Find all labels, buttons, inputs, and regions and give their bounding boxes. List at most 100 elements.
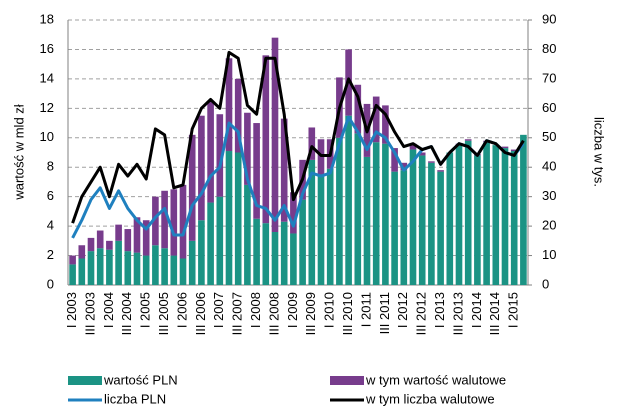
bar — [244, 184, 251, 285]
bar — [69, 264, 76, 285]
bar — [244, 112, 251, 185]
x-tick-label: III 2003 — [82, 292, 97, 335]
bar — [179, 258, 187, 285]
y-axis-title: wartość w mld zł — [11, 104, 26, 200]
y-tick-label: 14 — [40, 70, 54, 85]
y-tick-label: 10 — [40, 129, 54, 144]
x-tick-label: I 2013 — [432, 292, 447, 328]
bar — [115, 224, 122, 241]
bar — [69, 255, 76, 265]
y2-tick-label: 50 — [542, 129, 556, 144]
bar — [106, 240, 113, 250]
bar — [234, 78, 242, 153]
bar — [428, 161, 435, 163]
y-tick-label: 2 — [47, 247, 54, 262]
bar — [124, 251, 132, 285]
bar — [372, 142, 380, 285]
bar — [115, 240, 122, 285]
y2-tick-label: 0 — [542, 276, 549, 291]
x-tick-label: I 2006 — [174, 292, 189, 328]
y-tick-label: 6 — [47, 188, 54, 203]
bar — [271, 232, 279, 285]
bar — [78, 245, 86, 259]
line — [71, 50, 525, 224]
x-tick-label: I 2003 — [64, 292, 79, 328]
y-tick-label: 16 — [40, 41, 54, 56]
bar — [142, 255, 150, 285]
legend-swatch — [68, 376, 102, 385]
x-tick-label: I 2005 — [138, 292, 153, 328]
y2-tick-label: 80 — [542, 41, 556, 56]
x-tick-label: III 2007 — [230, 292, 245, 335]
x-tick-label: I 2004 — [101, 292, 116, 328]
y2-axis-title: liczba w tys. — [592, 117, 607, 187]
bar — [308, 127, 316, 160]
bar — [464, 139, 472, 141]
bar — [262, 223, 270, 285]
bar — [354, 84, 362, 134]
bar — [216, 196, 224, 285]
y2-tick-label: 30 — [542, 188, 556, 203]
bar — [391, 171, 398, 285]
bar — [78, 258, 86, 285]
bar — [317, 174, 325, 285]
x-tick-label: III 2012 — [414, 292, 429, 335]
y-tick-label: 0 — [47, 276, 54, 291]
bar — [271, 37, 279, 232]
bar — [152, 196, 159, 246]
bar — [234, 152, 242, 285]
x-tick-label: III 2014 — [487, 292, 502, 335]
bar — [207, 202, 214, 285]
bar — [437, 170, 444, 172]
bar — [520, 134, 527, 285]
bar — [391, 148, 398, 172]
x-tick-label: I 2011 — [358, 292, 373, 327]
bar — [492, 145, 500, 285]
bar — [409, 143, 417, 150]
legend-label: w tym liczba walutowe — [365, 391, 495, 406]
bar — [198, 220, 205, 285]
bar — [464, 140, 472, 285]
bar — [501, 148, 509, 285]
bar — [290, 233, 297, 285]
x-tick-label: III 2008 — [266, 292, 281, 335]
x-tick-label: III 2010 — [340, 292, 355, 335]
bar — [133, 252, 141, 285]
x-tick-label: III 2013 — [450, 292, 465, 335]
bar — [501, 146, 509, 149]
y2-tick-label: 60 — [542, 100, 556, 115]
x-tick-label: III 2009 — [303, 292, 318, 335]
bar — [299, 199, 306, 285]
bar — [418, 152, 426, 156]
bar — [87, 251, 95, 285]
x-tick-label: I 2010 — [322, 292, 337, 328]
bar — [133, 217, 141, 253]
bar — [142, 220, 150, 256]
y2-tick-label: 70 — [542, 70, 556, 85]
y2-tick-label: 20 — [542, 218, 556, 233]
bar — [96, 230, 104, 249]
y-tick-label: 4 — [47, 218, 54, 233]
bar — [161, 190, 168, 249]
bar — [474, 155, 481, 285]
x-tick-label: III 2005 — [156, 292, 171, 335]
bar — [418, 155, 426, 285]
bar — [225, 151, 233, 285]
bar — [437, 171, 444, 285]
bar — [207, 100, 214, 203]
legend-label: w tym wartość walutowe — [365, 372, 506, 387]
bar — [280, 118, 288, 222]
y2-tick-label: 40 — [542, 159, 556, 174]
bar — [188, 134, 196, 241]
bar — [455, 145, 463, 285]
bar — [400, 162, 408, 171]
bar — [400, 170, 408, 285]
legend-label: wartość PLN — [103, 372, 178, 387]
bar — [152, 245, 159, 285]
x-tick-label: I 2014 — [469, 292, 484, 328]
bar — [161, 248, 168, 285]
x-tick-label: I 2007 — [211, 292, 226, 328]
bar — [372, 96, 380, 143]
